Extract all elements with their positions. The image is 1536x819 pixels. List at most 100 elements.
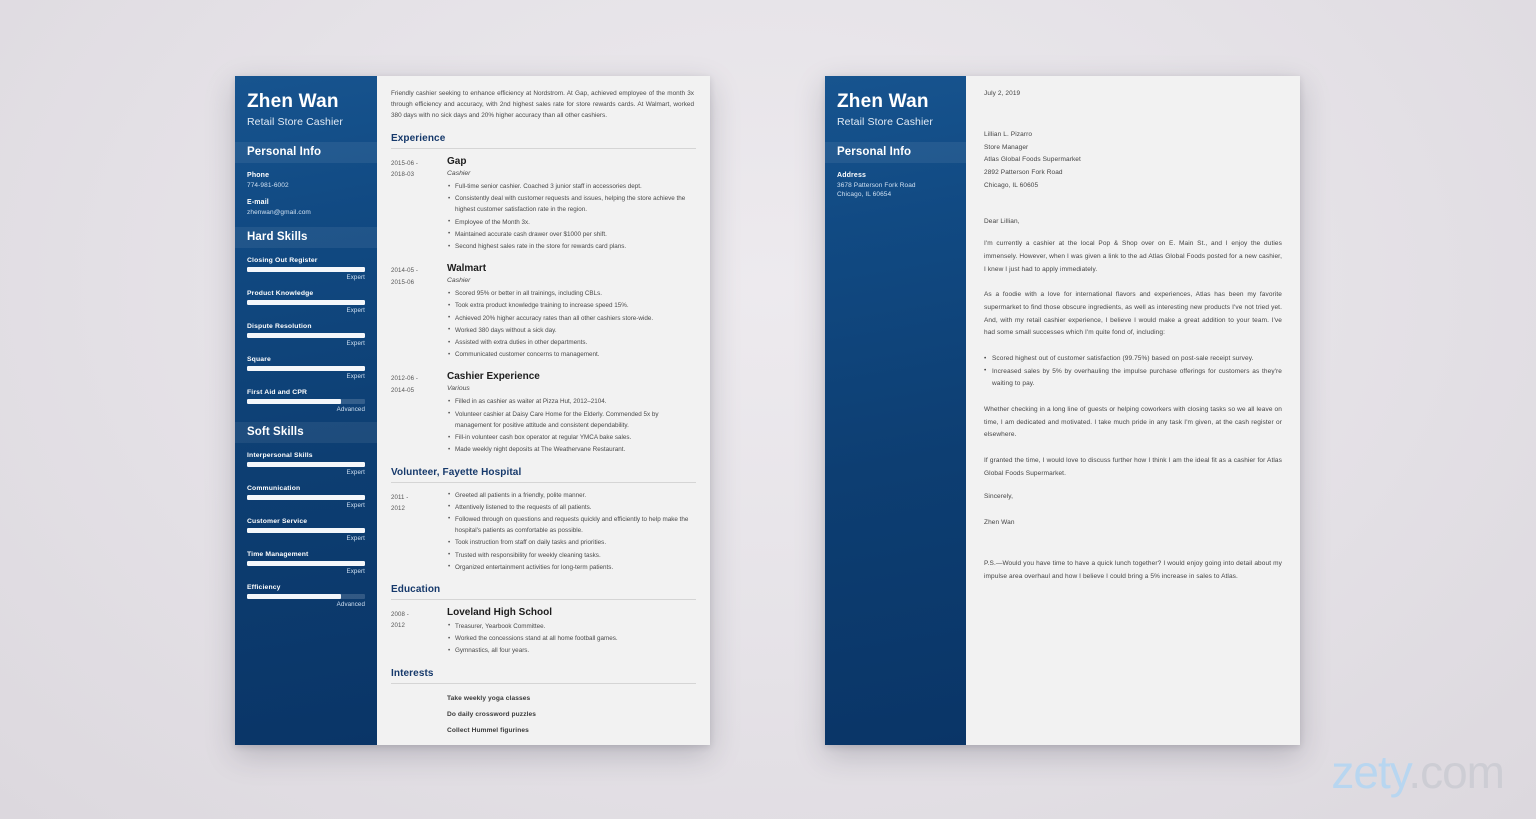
entry-role: Cashier (447, 277, 471, 285)
bullet: Full-time senior cashier. Coached 3 juni… (447, 181, 696, 192)
bullet: Maintained accurate cash drawer over $10… (447, 228, 696, 240)
cl-address-label: Address (837, 171, 867, 179)
skill-bar (247, 461, 365, 467)
cover-letter-sidebar: Zhen Wan Retail Store Cashier Personal I… (825, 76, 966, 745)
cl-recipient-city: Chicago, IL 60605 (984, 181, 1039, 189)
skill-label: Efficiency (247, 583, 281, 591)
skill-label: Product Knowledge (247, 289, 314, 297)
skill-bar-fill (247, 593, 342, 599)
bullet: Made weekly night deposits at The Weathe… (447, 444, 696, 455)
skill-bar (247, 494, 365, 500)
cl-recipient-street: 2892 Patterson Fork Road (984, 169, 1063, 177)
cl-recipient-name: Lillian L. Pizarro (984, 131, 1033, 138)
contact-item-email: E-mail zhenwan@gmail.com (247, 199, 365, 217)
resume-document[interactable]: Zhen Wan Retail Store Cashier Personal I… (235, 76, 710, 745)
cl-bullets: Scored highest out of customer satisfact… (984, 353, 1282, 391)
bullet: Attentively listened to the requests of … (447, 501, 696, 513)
bullet: Trusted with responsibility for weekly c… (447, 549, 696, 561)
contact-value-phone: 774-981-6002 (247, 181, 289, 189)
entry-bullets: Treasurer, Yearbook Committee. Worked th… (447, 620, 696, 657)
experience-entry: 2015-06 - 2018-03 Gap Cashier Full-time … (391, 156, 696, 253)
bullet: Gymnastics, all four years. (447, 645, 696, 656)
soft-skills-heading: Soft Skills (235, 421, 377, 443)
skill-level: Expert (346, 306, 365, 314)
cover-letter-document[interactable]: Zhen Wan Retail Store Cashier Personal I… (825, 76, 1300, 745)
bullet: Worked the concessions stand at all home… (447, 633, 696, 644)
skill-bar-fill (247, 266, 365, 272)
resume-candidate-name: Zhen Wan (247, 91, 339, 112)
education-heading: Education (391, 584, 696, 600)
cl-address-line-2: Chicago, IL 60654 (837, 191, 892, 199)
entry-role: Cashier (447, 170, 471, 178)
interests-heading: Interests (391, 668, 696, 684)
bullet: Fill-in volunteer cash box operator at r… (447, 432, 696, 443)
skill-level: Expert (346, 468, 365, 476)
entry-date-start: 2011 - (391, 493, 409, 501)
cl-recipient-company: Atlas Global Foods Supermarket (984, 156, 1081, 164)
entry-role: Various (447, 385, 470, 393)
experience-entry: 2014-05 - 2015-06 Walmart Cashier Scored… (391, 263, 696, 361)
skill-item: Square Expert (247, 356, 365, 380)
entry-date-end: 2014-05 (391, 386, 415, 394)
cl-bullet: Increased sales by 5% by overhauling the… (984, 365, 1282, 391)
experience-entry: 2012-06 - 2014-05 Cashier Experience Var… (391, 371, 696, 456)
cl-postscript: P.S.—Would you have time to have a quick… (984, 560, 1282, 581)
entry-bullets: Scored 95% or better in all trainings, i… (447, 288, 696, 360)
skill-bar (247, 299, 365, 305)
skill-label: Customer Service (247, 517, 308, 525)
entry-date-end: 2012 (391, 622, 405, 630)
bullet: Consistently deal with customer requests… (447, 193, 696, 215)
resume-summary: Friendly cashier seeking to enhance effi… (391, 90, 694, 120)
cl-recipient-role: Store Manager (984, 143, 1029, 151)
entry-main: Gap Cashier Full-time senior cashier. Co… (447, 156, 696, 253)
bullet: Achieved 20% higher accuracy rates than … (447, 312, 696, 324)
bullet: Worked 380 days without a sick day. (447, 324, 696, 336)
bullet: Took instruction from staff on daily tas… (447, 537, 696, 548)
entry-date-start: 2008 - (391, 610, 409, 618)
bullet: Assisted with extra duties in other depa… (447, 337, 696, 348)
cl-address-block: Address 3678 Patterson Fork Road Chicago… (837, 172, 954, 200)
skill-bar-fill (247, 365, 365, 371)
cl-bullet: Scored highest out of customer satisfact… (984, 353, 1282, 366)
skill-bar-fill (247, 494, 365, 500)
contact-value-email: zhenwan@gmail.com (247, 209, 311, 217)
cl-signoff: Sincerely, (984, 493, 1014, 501)
entry-dates: 2011 - 2012 (391, 490, 447, 574)
contact-label-phone: Phone (247, 171, 270, 179)
skill-bar-fill (247, 299, 365, 305)
skill-label: First Aid and CPR (247, 388, 308, 396)
skill-level: Advanced (336, 405, 365, 413)
entry-main: Cashier Experience Various Filled in as … (447, 371, 696, 456)
interest-item: Do daily crossword puzzles (447, 710, 537, 718)
watermark-brand: zety (1331, 746, 1409, 798)
bullet: Employee of the Month 3x. (447, 216, 696, 228)
skill-level: Expert (346, 567, 365, 575)
cl-signature-name: Zhen Wan (984, 519, 1015, 527)
entry-date-end: 2015-06 (391, 278, 415, 286)
skill-label: Dispute Resolution (247, 322, 312, 330)
resume-personal-info-heading: Personal Info (235, 141, 377, 163)
cl-paragraph: If granted the time, I would love to dis… (984, 457, 1282, 477)
bullet: Second highest sales rate in the store f… (447, 241, 696, 252)
skill-label: Square (247, 355, 271, 363)
skill-bar-fill (247, 332, 365, 338)
entry-org: Gap (447, 156, 467, 168)
zety-watermark: zety.com (1331, 746, 1505, 798)
skill-bar (247, 365, 365, 371)
entry-main: Loveland High School Treasurer, Yearbook… (447, 607, 696, 658)
skill-item: Dispute Resolution Expert (247, 323, 365, 347)
skill-level: Advanced (336, 600, 365, 608)
skill-level: Expert (346, 534, 365, 542)
bullet: Treasurer, Yearbook Committee. (447, 620, 696, 632)
bullet: Followed through on questions and reques… (447, 513, 696, 536)
skill-bar-fill (247, 461, 365, 467)
entry-org: Walmart (447, 263, 487, 275)
bullet: Took extra product knowledge training to… (447, 300, 696, 311)
entry-dates: 2012-06 - 2014-05 (391, 371, 447, 456)
entry-dates: 2008 - 2012 (391, 607, 447, 658)
skill-bar (247, 398, 365, 404)
skill-bar (247, 527, 365, 533)
cl-paragraph: Whether checking in a long line of guest… (984, 406, 1282, 439)
hard-skills-heading: Hard Skills (235, 226, 377, 248)
